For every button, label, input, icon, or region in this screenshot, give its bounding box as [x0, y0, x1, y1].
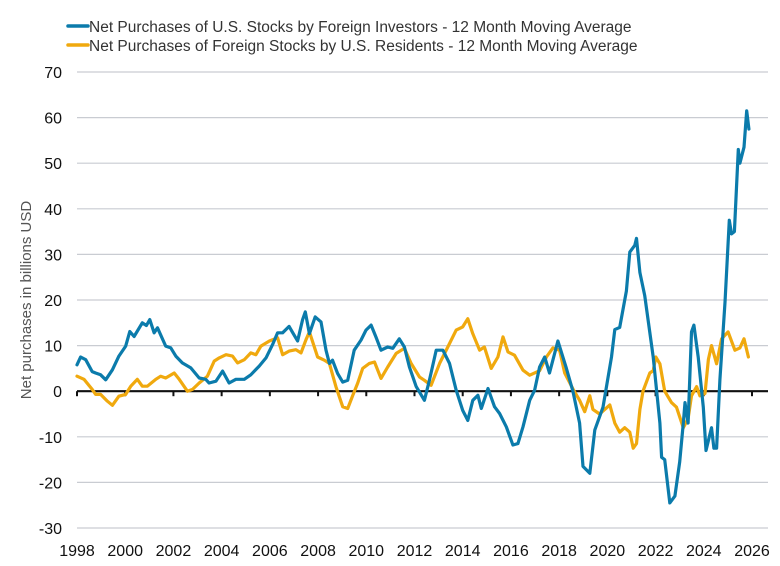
- series-line-us-stocks-by-foreign-investors: [75, 109, 751, 505]
- x-tick-label: 2000: [107, 543, 143, 560]
- series-line-foreign-stocks-by-us-residents: [75, 317, 750, 450]
- x-axis: 1998 2000 2002 2004 2006 2008 2010 2012 2014 2016…: [59, 390, 770, 560]
- x-tick-label: 2020: [590, 543, 626, 560]
- y-tick-label: 40: [44, 202, 62, 219]
- x-tick-label: 2014: [445, 543, 481, 560]
- x-tick-label: 2016: [493, 543, 529, 560]
- series-lines: [75, 109, 751, 505]
- gridlines: [77, 71, 768, 529]
- x-tick-label: 2008: [300, 543, 336, 560]
- x-tick-label: 2012: [397, 543, 433, 560]
- y-tick-label: 0: [53, 384, 62, 401]
- y-tick-label: 20: [44, 293, 62, 310]
- x-tick-label: 2018: [541, 543, 577, 560]
- y-tick-label: -20: [39, 475, 62, 492]
- legend: Net Purchases of U.S. Stocks by Foreign …: [66, 19, 638, 55]
- x-tick-label: 2006: [252, 543, 288, 560]
- x-tick-label: 2002: [156, 543, 192, 560]
- x-tick-label: 2026: [734, 543, 770, 560]
- x-tick-label: 2022: [638, 543, 674, 560]
- legend-label-foreign-stocks: Net Purchases of Foreign Stocks by U.S. …: [89, 38, 638, 55]
- y-tick-label: 70: [44, 65, 62, 82]
- y-axis: 70 60 50 40 30 20 10 0 -10 -20 -30: [39, 65, 62, 538]
- y-tick-label: 60: [44, 111, 62, 128]
- x-tick-label: 1998: [59, 543, 95, 560]
- y-tick-label: -30: [39, 521, 62, 538]
- x-tick-label: 2010: [348, 543, 384, 560]
- y-tick-label: 30: [44, 247, 62, 264]
- x-tick-label: 2024: [686, 543, 722, 560]
- y-tick-label: 50: [44, 156, 62, 173]
- x-tick-label: 2004: [204, 543, 240, 560]
- y-tick-label: 10: [44, 339, 62, 356]
- legend-label-us-stocks: Net Purchases of U.S. Stocks by Foreign …: [89, 19, 631, 36]
- y-tick-label: -10: [39, 430, 62, 447]
- y-axis-label: Net purchases in billions USD: [18, 201, 35, 400]
